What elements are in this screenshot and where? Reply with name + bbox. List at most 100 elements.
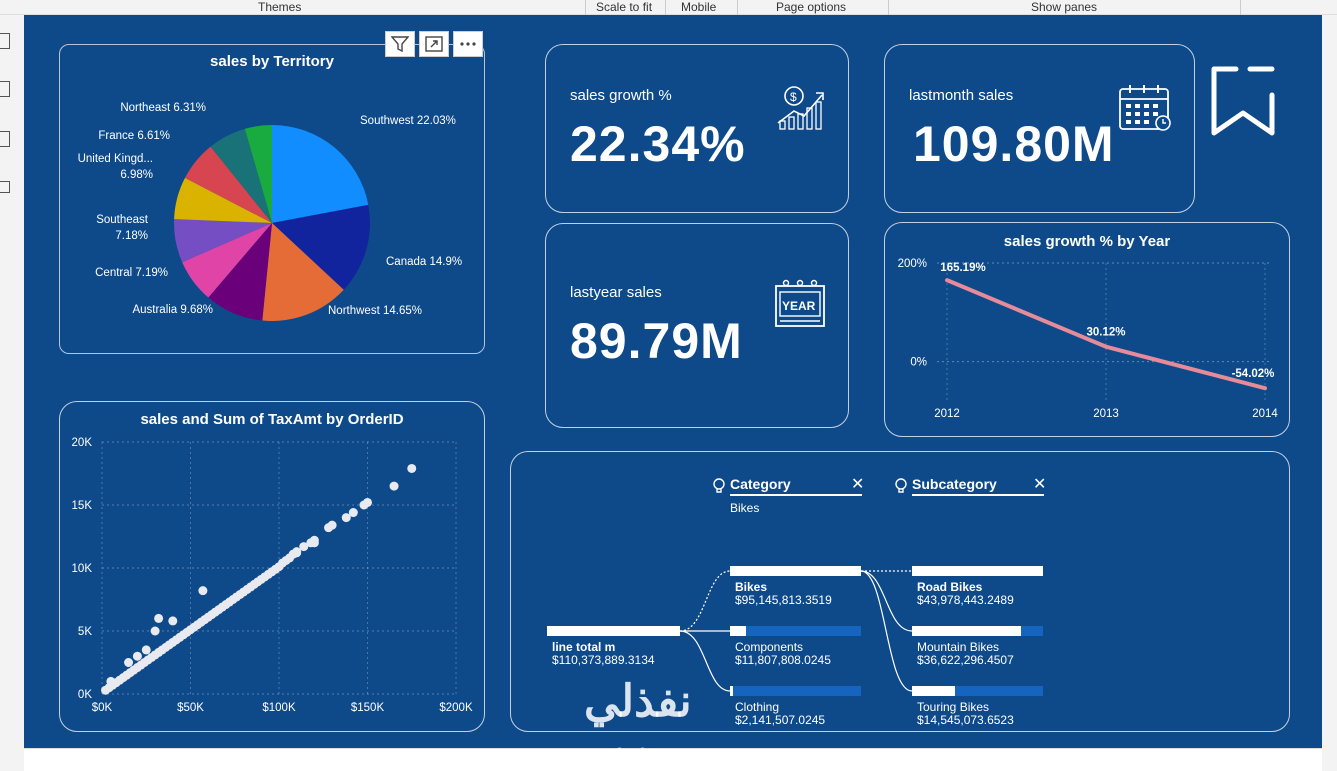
page-options-menu[interactable]: Page options bbox=[776, 0, 847, 14]
show-panes-menu[interactable]: Show panes bbox=[1031, 0, 1098, 14]
pie-slice-label: Australia 9.68% bbox=[132, 304, 213, 316]
watermark-arabic: نفذلي bbox=[584, 677, 692, 726]
scatter-point bbox=[106, 676, 116, 686]
scatter-y-tick: 5K bbox=[78, 626, 92, 638]
level2-bar-fill bbox=[912, 686, 956, 696]
root-node-label: line total m $110,373,889.3134 bbox=[552, 640, 655, 667]
scatter-x-tick: $200K bbox=[439, 702, 473, 714]
tree-connector bbox=[679, 630, 731, 692]
category-underline bbox=[730, 494, 862, 496]
root-bar[interactable] bbox=[547, 626, 680, 636]
pie-title: sales by Territory bbox=[210, 53, 334, 70]
scatter-y-tick: 10K bbox=[72, 563, 93, 575]
more-options-icon[interactable] bbox=[453, 31, 483, 57]
scatter-point bbox=[168, 616, 178, 626]
year-calendar-icon: YEAR bbox=[775, 279, 825, 327]
level1-node-label: Components $11,807,808.0245 bbox=[735, 640, 831, 667]
level1-bar-fill bbox=[730, 626, 746, 636]
level2-node-label: Mountain Bikes $36,622,296.4507 bbox=[917, 640, 1014, 667]
kpi-growth-card[interactable]: sales growth % 22.34% $ bbox=[545, 44, 849, 213]
scatter-point bbox=[132, 651, 142, 661]
scatter-point bbox=[327, 520, 337, 530]
pie-slice bbox=[182, 223, 272, 298]
scale-to-fit-menu[interactable]: Scale to fit bbox=[596, 0, 653, 14]
line-data-label: 30.12% bbox=[1086, 327, 1125, 339]
level1-bar-track[interactable] bbox=[730, 686, 861, 696]
scatter-point bbox=[292, 548, 302, 558]
model-view-icon[interactable] bbox=[0, 131, 10, 147]
subcategory-bulb-icon bbox=[895, 478, 907, 493]
scatter-x-tick: $100K bbox=[262, 702, 296, 714]
pie-slice bbox=[262, 223, 344, 322]
svg-text:$: $ bbox=[790, 90, 797, 104]
pie-card[interactable]: sales by Territory Southwest 22.03% Canad… bbox=[59, 44, 485, 354]
level2-bar-track[interactable] bbox=[912, 686, 1043, 696]
scatter-point bbox=[141, 645, 151, 655]
subcategory-underline bbox=[912, 494, 1044, 496]
level2-bar-fill bbox=[912, 626, 1021, 636]
scatter-point bbox=[150, 626, 160, 636]
report-canvas: sales by Territory Southwest 22.03% Canad… bbox=[24, 15, 1322, 765]
kpi-lastyear-label: lastyear sales bbox=[570, 284, 662, 301]
scatter-y-tick: 20K bbox=[72, 437, 93, 449]
line-x-tick: 2013 bbox=[1093, 408, 1119, 420]
pie-slice-label: United Kingd... 6.98% bbox=[78, 153, 153, 181]
pie-slice bbox=[184, 146, 272, 223]
growth-line bbox=[945, 278, 1267, 391]
pie-slice-label: Northwest 14.65% bbox=[328, 305, 422, 317]
tree-connector bbox=[860, 570, 913, 692]
mobile-menu[interactable]: Mobile bbox=[681, 0, 717, 14]
report-view-icon[interactable] bbox=[0, 33, 10, 49]
scatter-point bbox=[299, 542, 309, 552]
line-title: sales growth % by Year bbox=[1003, 233, 1171, 250]
dax-view-icon[interactable] bbox=[0, 181, 10, 193]
line-data-label: -54.02% bbox=[1232, 368, 1275, 380]
pie-slice bbox=[210, 128, 272, 223]
scatter-point bbox=[154, 613, 164, 623]
subcategory-header[interactable]: Subcategory bbox=[912, 476, 997, 492]
kpi-lastyear-card[interactable]: lastyear sales 89.79M YEAR bbox=[545, 223, 849, 428]
category-close-icon[interactable]: ✕ bbox=[851, 476, 865, 493]
scatter-point bbox=[198, 586, 208, 596]
view-rail bbox=[0, 15, 24, 771]
themes-menu[interactable]: Themes bbox=[258, 0, 302, 14]
scatter-y-tick: 15K bbox=[72, 500, 93, 512]
decomposition-tree-card[interactable]: Category ✕ Bikes Subcategory ✕ line tota… bbox=[510, 451, 1290, 732]
pie-chart: Southwest 22.03% Canada 14.9% Northwest 14… bbox=[78, 102, 462, 322]
kpi-growth-label: sales growth % bbox=[570, 87, 672, 104]
filter-icon[interactable] bbox=[385, 31, 415, 57]
line-data-label: 165.19% bbox=[940, 262, 985, 274]
pie-slice-label: Central 7.19% bbox=[95, 267, 168, 279]
scatter-chart: 0K 5K 10K 15K 20K $0K $50K $100K $150K $200K bbox=[72, 437, 473, 714]
pie-slice-label: France 6.61% bbox=[98, 130, 170, 142]
right-rail bbox=[1322, 15, 1337, 771]
table-view-icon[interactable] bbox=[0, 81, 10, 97]
kpi-lastmonth-card[interactable]: lastmonth sales 109.80M bbox=[884, 44, 1195, 213]
scatter-point bbox=[363, 497, 372, 507]
pie-slice-label: Southeast 7.18% bbox=[96, 214, 149, 242]
watermark-latin: nafezly.com bbox=[594, 745, 696, 765]
scatter-point bbox=[341, 513, 351, 523]
kpi-growth-value: 22.34% bbox=[570, 116, 746, 172]
category-header[interactable]: Category bbox=[730, 476, 791, 492]
level1-bar-track[interactable] bbox=[730, 626, 861, 636]
level2-node-label: Road Bikes $43,978,443.2489 bbox=[917, 580, 1014, 607]
level2-bar-track[interactable] bbox=[912, 626, 1043, 636]
scatter-point bbox=[407, 463, 417, 473]
subcategory-close-icon[interactable]: ✕ bbox=[1033, 476, 1047, 493]
tree-connectors bbox=[679, 570, 913, 692]
scatter-point bbox=[124, 658, 134, 667]
focus-mode-icon[interactable] bbox=[419, 31, 449, 57]
scatter-point bbox=[389, 481, 399, 491]
kpi-lastmonth-label: lastmonth sales bbox=[909, 87, 1014, 104]
bookmark-icon[interactable] bbox=[1210, 65, 1276, 141]
level1-bar-track[interactable] bbox=[730, 566, 861, 576]
scatter-x-tick: $50K bbox=[177, 702, 204, 714]
level1-node-label: Bikes $95,145,813.3519 bbox=[735, 580, 832, 607]
scatter-card[interactable]: sales and Sum of TaxAmt by OrderID 0K 5K 1… bbox=[59, 401, 485, 732]
calendar-icon bbox=[1119, 85, 1171, 131]
level2-bar-track[interactable] bbox=[912, 566, 1043, 576]
growth-line-card[interactable]: sales growth % by Year 200% 0% 2012 2013 201… bbox=[884, 222, 1290, 437]
scatter-point bbox=[348, 508, 358, 518]
scatter-x-tick: $150K bbox=[351, 702, 385, 714]
